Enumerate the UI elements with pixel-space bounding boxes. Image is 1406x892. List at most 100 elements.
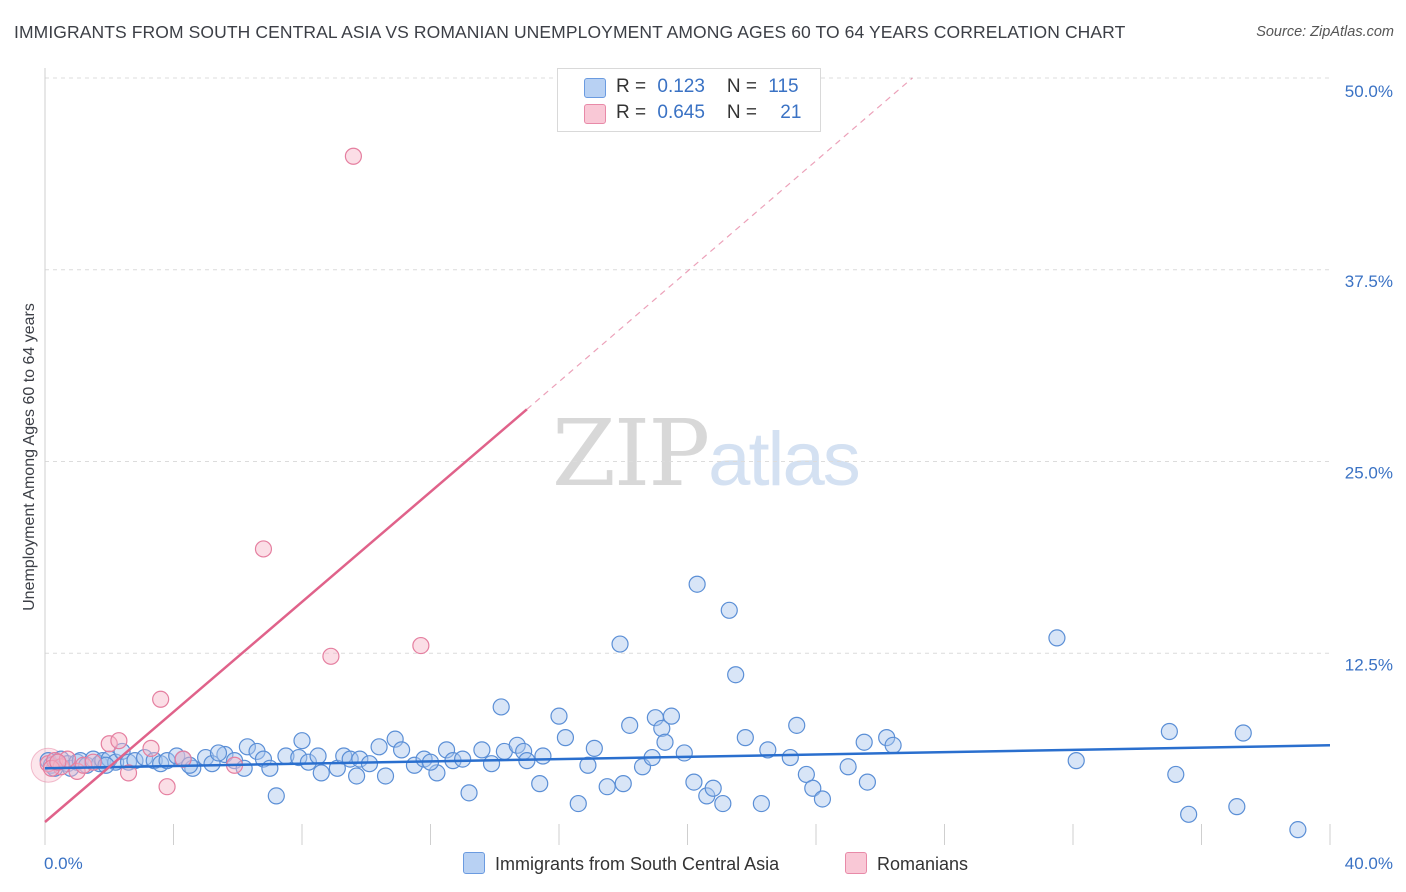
legend-swatch-blue [584,78,606,98]
legend-label-south-central-asia: Immigrants from South Central Asia [495,854,780,874]
y-tick-label: 50.0% [1345,82,1393,101]
data-point-romanians [174,750,192,768]
data-point-romanians [254,540,273,558]
data-point-romanians [49,753,67,771]
data-point-south-central-asia [261,759,279,777]
data-point-south-central-asia [508,736,526,754]
legend-swatch-pink [845,852,867,874]
data-point-south-central-asia [1067,752,1085,770]
trendline-romanians [44,408,528,823]
data-point-south-central-asia [113,742,131,761]
data-point-south-central-asia [839,758,857,776]
data-point-south-central-asia [569,794,587,813]
data-point-south-central-asia [482,755,501,773]
watermark-atlas: atlas [708,417,861,502]
data-point-south-central-asia [1048,629,1066,647]
data-point-south-central-asia [611,635,629,653]
data-point-south-central-asia [1289,821,1307,839]
data-point-south-central-asia [392,741,411,759]
data-point-south-central-asia [685,773,703,791]
data-point-south-central-asia [714,794,732,813]
data-point-south-central-asia [97,756,115,774]
watermark-zip: ZIP [552,400,710,507]
data-point-south-central-asia [653,719,671,738]
data-point-south-central-asia [736,729,754,747]
y-tick-label: 12.5% [1345,655,1393,674]
data-point-south-central-asia [855,733,873,751]
r-label: R = [616,102,652,123]
series-legend: Immigrants from South Central Asia Roman… [0,852,1406,878]
data-point-south-central-asia [656,733,674,751]
data-point-south-central-asia [209,744,228,762]
legend-item-romanians: Romanians [845,852,968,876]
legend-item-south-central-asia: Immigrants from South Central Asia [463,852,779,876]
data-point-romanians [158,778,176,796]
data-point-south-central-asia [752,794,770,813]
data-point-romanians [100,735,118,753]
data-point-south-central-asia [1180,805,1198,823]
data-point-south-central-asia [598,778,616,796]
data-point-south-central-asia [804,779,822,797]
n-value: 115 [768,76,799,97]
data-point-south-central-asia [460,784,478,802]
trendline-south-central-asia [44,744,1331,770]
data-point-south-central-asia [675,744,693,762]
data-point-south-central-asia [309,747,327,765]
n-label: N = [726,76,763,97]
data-point-south-central-asia [614,775,632,793]
data-point-south-central-asia [1228,798,1246,816]
watermark: ZIPatlas [552,400,861,507]
data-point-south-central-asia [492,698,510,716]
data-point-south-central-asia [550,707,568,725]
data-point-south-central-asia [759,741,777,759]
data-point-south-central-asia [531,775,549,793]
data-point-south-central-asia [781,748,799,767]
data-point-south-central-asia [238,738,256,756]
legend-stats-pink: R = 0.645 N = 21 [616,100,801,126]
data-point-romanians [344,147,362,165]
data-point-south-central-asia [376,767,395,785]
data-point-south-central-asia [428,764,446,782]
data-point-south-central-asia [662,707,681,725]
r-value: 0.123 [657,76,705,97]
data-point-south-central-asia [203,755,221,773]
data-point-south-central-asia [473,741,491,759]
data-point-romanians [119,764,138,782]
data-point-south-central-asia [727,666,745,684]
data-point-south-central-asia [585,739,603,757]
data-point-south-central-asia [688,575,706,593]
legend-swatch-pink [584,104,606,124]
data-point-romanians [142,739,160,757]
x-tick-label: 40.0% [1345,854,1393,873]
data-point-south-central-asia [454,750,472,768]
data-point-south-central-asia [299,753,318,771]
data-point-south-central-asia [348,767,366,785]
source-label: Source: ZipAtlas.com [1256,24,1394,40]
legend-swatch-blue [463,852,485,874]
data-point-south-central-asia [267,787,285,805]
data-point-romanians [74,756,93,774]
data-point-south-central-asia [1160,722,1178,741]
y-tick-label: 37.5% [1345,272,1393,291]
data-point-south-central-asia [386,730,404,748]
r-value: 0.645 [657,102,705,123]
data-point-south-central-asia [813,790,832,808]
data-point-south-central-asia [534,747,552,765]
data-point-south-central-asia [720,601,738,619]
data-point-south-central-asia [858,773,877,791]
n-label: N = [726,102,763,123]
data-point-south-central-asia [216,745,234,764]
data-point-south-central-asia [788,716,806,734]
data-point-romanians [152,690,170,708]
correlation-legend: R = 0.123 N = 115 R = 0.645 N = 21 [557,68,821,132]
data-point-south-central-asia [797,765,815,784]
data-point-south-central-asia [293,732,311,750]
data-point-south-central-asia [312,764,330,782]
data-point-romanians [412,636,430,655]
data-point-south-central-asia [1167,765,1185,784]
data-point-south-central-asia [621,716,639,734]
n-value: 21 [780,102,802,123]
y-tick-label: 25.0% [1345,464,1393,483]
chart-title: IMMIGRANTS FROM SOUTH CENTRAL ASIA VS RO… [14,22,1126,42]
